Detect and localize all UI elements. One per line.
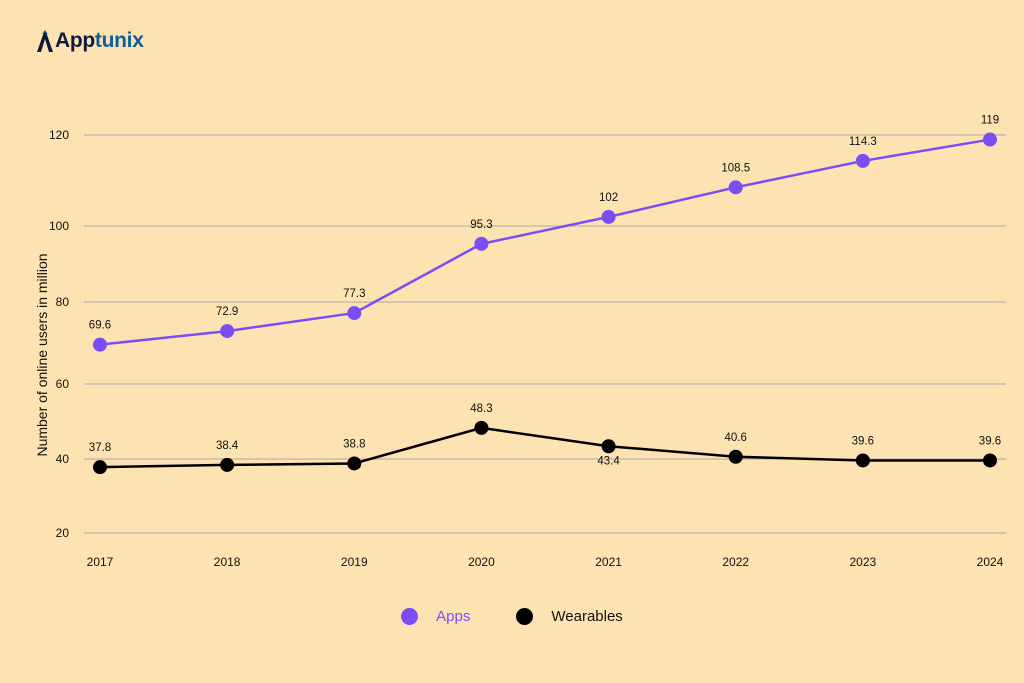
legend-label: Apps — [436, 608, 471, 625]
data-label-apps: 119 — [981, 115, 999, 127]
data-point-apps[interactable] — [983, 132, 997, 147]
data-point-apps[interactable] — [347, 306, 362, 321]
x-tick-label: 2017 — [87, 555, 114, 569]
apptunix-logo-icon — [37, 30, 53, 52]
data-label-wearables: 43.4 — [597, 455, 620, 467]
y-tick-label: 120 — [49, 128, 69, 142]
data-label-wearables: 39.6 — [852, 435, 874, 447]
y-axis-label: Number of online users in million — [34, 253, 50, 456]
x-tick-labels: 2017 2018 2019 2020 2021 2022 2023 2024 — [87, 555, 1004, 569]
x-tick-label: 2023 — [850, 555, 877, 569]
brand-logo: Apptunix — [36, 30, 144, 52]
y-tick-label: 20 — [56, 526, 70, 540]
series-lines — [99, 138, 991, 469]
data-point-apps[interactable] — [220, 324, 235, 339]
data-point-wearables[interactable] — [474, 420, 489, 435]
x-tick-label: 2022 — [722, 555, 749, 569]
y-tick-label: 60 — [56, 377, 70, 391]
y-tick-label: 100 — [49, 219, 69, 233]
legend-marker-icon — [516, 608, 534, 625]
legend-item-wearables[interactable]: Wearables — [516, 608, 623, 625]
data-label-wearables: 38.4 — [216, 440, 239, 452]
data-point-apps[interactable] — [601, 209, 616, 224]
data-point-apps[interactable] — [855, 153, 870, 168]
data-label-wearables: 40.6 — [725, 432, 747, 444]
data-point-wearables[interactable] — [728, 449, 743, 464]
data-label-wearables: 38.8 — [343, 438, 365, 450]
data-label-apps: 72.9 — [216, 306, 238, 318]
x-tick-label: 2020 — [468, 555, 495, 569]
legend-marker-icon — [401, 608, 419, 625]
series-points — [93, 132, 997, 475]
x-tick-label: 2019 — [341, 555, 368, 569]
y-tick-label: 40 — [56, 452, 70, 466]
data-label-wearables: 39.6 — [979, 435, 1001, 447]
data-point-wearables[interactable] — [347, 456, 362, 471]
legend-label: Wearables — [551, 608, 623, 625]
data-point-wearables[interactable] — [855, 453, 870, 468]
data-point-wearables[interactable] — [93, 460, 107, 475]
brand-name-part2: tunix — [94, 29, 144, 52]
x-tick-label: 2018 — [214, 555, 241, 569]
data-labels: 69.6 72.9 77.3 95.3 102 108.5 114.3 119 37.8 38.4… — [89, 115, 1001, 468]
data-label-apps: 114.3 — [849, 136, 877, 148]
y-tick-label: 80 — [56, 295, 70, 309]
brand-name-part1: App — [55, 29, 95, 52]
data-label-apps: 95.3 — [470, 219, 492, 231]
data-label-apps: 108.5 — [721, 162, 750, 174]
series-line-apps — [99, 138, 991, 346]
x-tick-label: 2021 — [595, 555, 622, 569]
y-tick-labels: 20 40 60 80 100 120 — [49, 128, 69, 540]
series-line-wearables — [99, 426, 990, 469]
data-point-apps[interactable] — [93, 337, 107, 352]
x-tick-label: 2024 — [977, 555, 1004, 569]
data-point-wearables[interactable] — [220, 457, 235, 472]
data-label-wearables: 48.3 — [470, 403, 492, 415]
data-point-wearables[interactable] — [601, 439, 616, 454]
data-point-apps[interactable] — [728, 180, 743, 195]
brand-name: Apptunix — [55, 30, 144, 52]
data-label-apps: 69.6 — [89, 320, 111, 332]
gridlines — [84, 134, 1006, 534]
data-label-apps: 77.3 — [343, 288, 365, 300]
data-label-wearables: 37.8 — [89, 442, 111, 454]
legend-item-apps[interactable]: Apps — [401, 608, 470, 625]
data-point-wearables[interactable] — [983, 453, 997, 468]
data-label-apps: 102 — [599, 192, 618, 204]
data-point-apps[interactable] — [474, 236, 489, 251]
legend: Apps Wearables — [0, 608, 1024, 625]
